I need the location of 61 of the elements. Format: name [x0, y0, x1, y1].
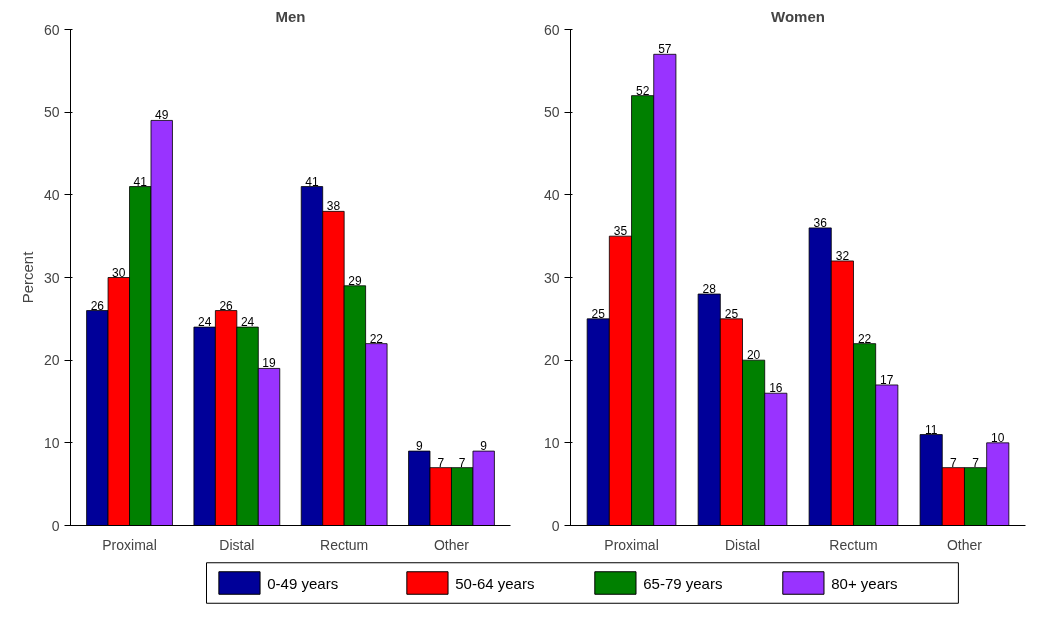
legend-label: 80+ years: [831, 574, 898, 592]
data-label: 38: [326, 199, 341, 214]
data-label: 7: [972, 455, 980, 470]
x-tick-label: Proximal: [604, 536, 659, 553]
legend-label: 50-64 years: [455, 574, 535, 592]
data-label: 36: [813, 215, 828, 230]
data-label: 22: [857, 331, 872, 346]
data-label: 25: [591, 306, 606, 321]
y-tick-label: 50: [543, 104, 560, 121]
data-label: 19: [262, 356, 277, 371]
y-tick-label: 40: [43, 186, 60, 203]
x-tick-label: Other: [433, 536, 470, 553]
data-label: 30: [112, 265, 126, 280]
y-tick-label: 10: [543, 434, 560, 451]
y-tick-label: 60: [543, 21, 560, 38]
data-label: 11: [924, 422, 938, 437]
data-label: 28: [702, 282, 717, 297]
chart-title: Men: [275, 7, 306, 25]
data-label: 25: [724, 306, 739, 321]
data-label: 7: [437, 455, 445, 470]
data-label: 9: [415, 439, 423, 454]
x-tick-label: Distal: [725, 536, 761, 553]
x-tick-label: Rectum: [320, 536, 369, 553]
data-label: 16: [769, 381, 783, 396]
data-label: 52: [635, 83, 650, 98]
data-label: 26: [219, 298, 234, 313]
legend-label: 0-49 years: [267, 574, 339, 592]
y-tick-label: 20: [543, 352, 560, 369]
data-label: 49: [155, 108, 169, 123]
y-tick-label: 40: [543, 186, 560, 203]
data-label: 24: [240, 315, 255, 330]
x-tick-label: Other: [946, 536, 983, 553]
y-tick-label: 0: [551, 517, 560, 534]
x-tick-label: Rectum: [829, 536, 878, 553]
legend-label: 65-79 years: [643, 574, 723, 592]
y-tick-label: 30: [43, 269, 60, 286]
x-tick-label: Proximal: [102, 536, 157, 553]
y-axis-title: Percent: [18, 250, 36, 304]
data-label: 10: [991, 430, 1005, 445]
y-tick-label: 60: [43, 21, 60, 38]
y-tick-label: 30: [543, 269, 560, 286]
y-tick-label: 50: [43, 104, 60, 121]
data-label: 9: [480, 439, 488, 454]
y-tick-label: 20: [43, 352, 60, 369]
data-label: 22: [369, 331, 384, 346]
chart-title: Women: [771, 7, 825, 25]
data-label: 41: [133, 174, 148, 189]
data-label: 7: [950, 455, 958, 470]
data-label: 32: [835, 248, 850, 263]
data-label: 57: [658, 42, 672, 57]
data-label: 29: [348, 273, 362, 288]
data-label: 7: [458, 455, 466, 470]
data-label: 35: [613, 224, 628, 239]
y-tick-label: 10: [43, 434, 60, 451]
data-label: 20: [746, 348, 761, 363]
data-label: 24: [197, 315, 212, 330]
data-label: 17: [880, 372, 894, 387]
y-tick-label: 0: [51, 517, 60, 534]
data-label: 26: [90, 298, 105, 313]
x-tick-label: Distal: [219, 536, 255, 553]
data-label: 41: [305, 174, 319, 189]
